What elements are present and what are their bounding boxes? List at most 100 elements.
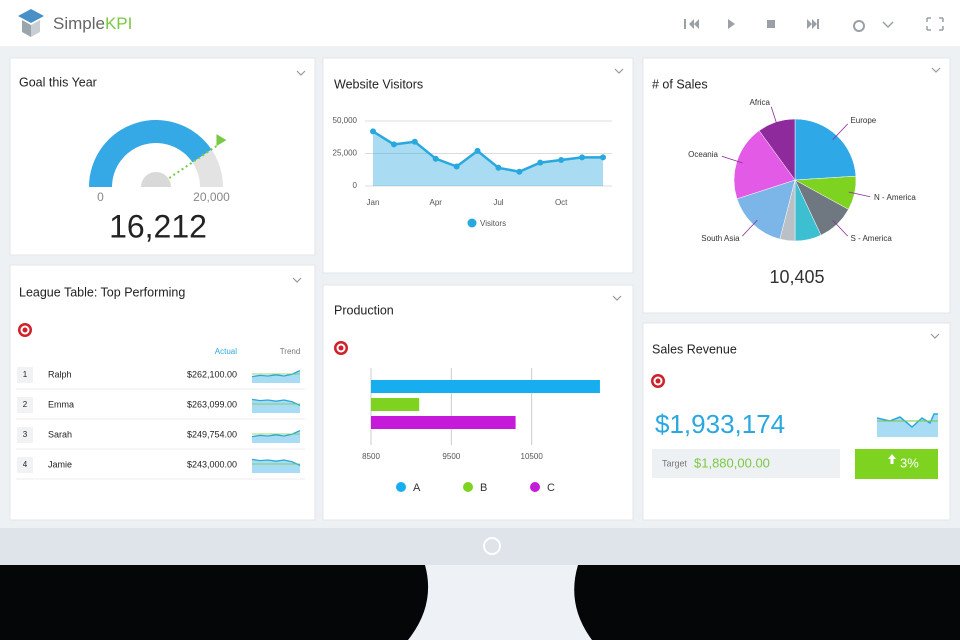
card-title: Website Visitors: [334, 77, 423, 91]
actual: $262,100.00: [187, 369, 237, 379]
area: [373, 131, 603, 186]
y-tick-label: 0: [353, 181, 358, 190]
goal-card: [9, 57, 316, 256]
forward-button[interactable]: [807, 19, 819, 29]
point: [537, 159, 544, 166]
leader-line: [832, 123, 849, 141]
gauge-hub: [141, 172, 171, 187]
target-label: Target: [662, 458, 688, 468]
play-button[interactable]: [728, 19, 735, 29]
fullscreen-button[interactable]: [926, 17, 944, 31]
rank: 4: [23, 460, 28, 469]
monitor-stand: [408, 565, 592, 640]
legend-label: C: [547, 482, 555, 494]
monitor-bezel: [0, 528, 960, 565]
card-menu[interactable]: [614, 68, 624, 74]
gauge-tick-label: 20,000: [193, 190, 230, 204]
x-tick-label: Oct: [555, 198, 568, 207]
legend-marker: [467, 218, 477, 228]
point: [516, 168, 523, 175]
column-header: Actual: [215, 347, 237, 356]
actual: $263,099.00: [187, 399, 237, 409]
card-title: # of Sales: [652, 77, 708, 91]
column-header: Trend: [280, 347, 301, 356]
up-arrow: [888, 454, 896, 464]
production-card: [322, 284, 634, 521]
rank-box: [17, 457, 33, 473]
card-menu[interactable]: [930, 333, 940, 339]
trend-area: [252, 399, 300, 413]
target-icon: [18, 323, 32, 337]
change-value: 3%: [900, 455, 919, 470]
revenue-sparkline-line: [876, 413, 938, 428]
legend-label: Visitors: [480, 219, 506, 228]
gauge-tick-label: 0: [97, 190, 104, 204]
card-menu[interactable]: [612, 295, 622, 301]
target-icon: [651, 374, 665, 388]
pie-label: S - America: [850, 234, 892, 243]
rank-box: [17, 367, 33, 383]
brand-prefix: Simple: [53, 14, 105, 33]
card-menu[interactable]: [296, 70, 306, 76]
bar: [371, 398, 420, 411]
pie-total: 10,405: [769, 267, 824, 287]
point: [579, 154, 586, 161]
point: [558, 157, 565, 163]
revenue-value: $1,933,174: [655, 409, 785, 439]
card-menu[interactable]: [292, 277, 302, 283]
leader-line: [832, 219, 849, 237]
target-box: [652, 449, 840, 478]
actual: $243,000.00: [187, 459, 237, 469]
legend-marker: [396, 482, 406, 492]
point: [411, 138, 418, 145]
power-button[interactable]: [483, 537, 501, 555]
trend-area: [252, 459, 300, 473]
card-menus[interactable]: [292, 67, 941, 339]
card-menu[interactable]: [931, 67, 941, 73]
target-icons: [18, 323, 665, 388]
pie-label: N - America: [874, 193, 916, 202]
visitors-card: [322, 57, 634, 274]
point: [453, 163, 460, 170]
point: [495, 164, 502, 171]
card-title: Production: [334, 303, 394, 317]
rewind-button[interactable]: [684, 19, 699, 29]
refresh-button[interactable]: [853, 20, 865, 32]
pie-label: Oceania: [688, 150, 718, 159]
rank: 1: [23, 370, 28, 379]
x-tick-label: 10500: [521, 452, 544, 461]
logo-right: [31, 20, 40, 37]
trend-line: [251, 398, 301, 406]
pie-label: Europe: [850, 116, 876, 125]
leader-line: [770, 106, 779, 128]
player-controls[interactable]: [684, 17, 944, 32]
x-tick-label: 8500: [362, 452, 380, 461]
stop-button[interactable]: [767, 20, 775, 28]
actual: $249,754.00: [187, 429, 237, 439]
leader-line: [721, 155, 743, 164]
trend-area: [252, 370, 300, 383]
y-tick-label: 50,000: [333, 116, 358, 125]
league-card: [9, 264, 316, 521]
brand-suffix: KPI: [105, 14, 132, 33]
trend-area: [252, 430, 300, 443]
bar: [371, 416, 516, 429]
refresh-menu[interactable]: [882, 21, 894, 29]
logo-left: [22, 20, 31, 37]
rank-box: [17, 397, 33, 413]
header-bar: [0, 0, 960, 46]
leader-line: [741, 219, 758, 237]
gauge-flag: [216, 134, 227, 147]
leader-line: [848, 191, 871, 198]
card-title: Sales Revenue: [652, 342, 737, 356]
x-tick-label: Jul: [493, 198, 503, 207]
line: [372, 130, 603, 173]
pie-label: Africa: [750, 98, 771, 107]
y-tick-label: 25,000: [333, 149, 358, 158]
trend-line: [251, 458, 301, 466]
logo: [18, 9, 44, 37]
rank-box: [17, 427, 33, 443]
pie-label: South Asia: [701, 234, 740, 243]
x-tick-label: Apr: [430, 198, 443, 207]
